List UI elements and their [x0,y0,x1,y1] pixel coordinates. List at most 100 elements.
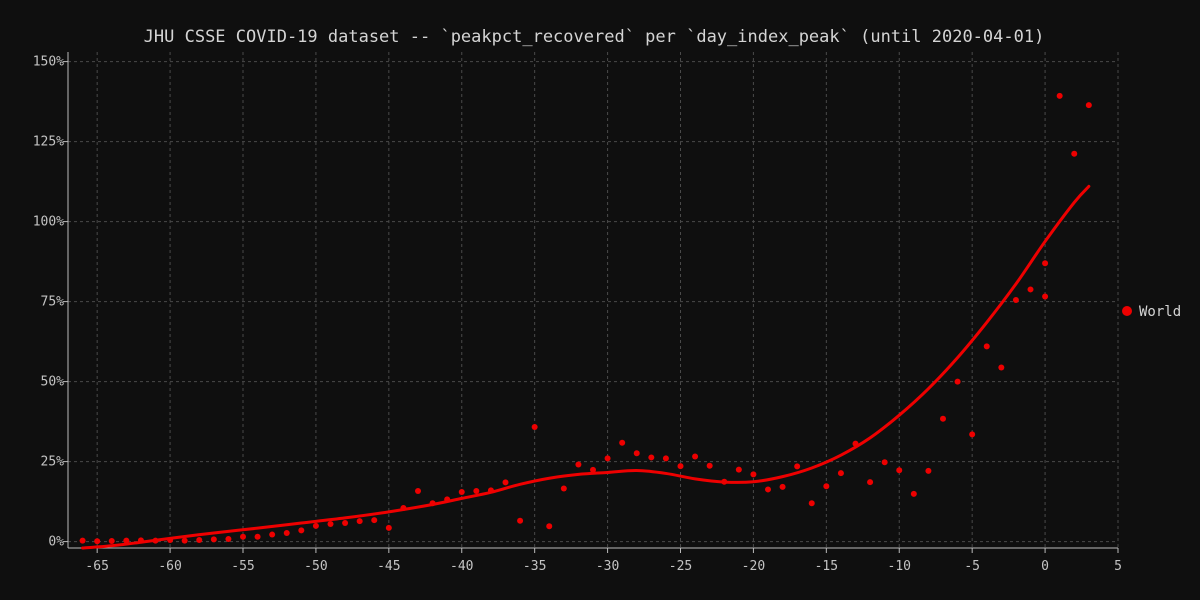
y-tick-label: 25% [41,455,65,470]
data-point [735,466,742,473]
data-point [137,537,144,544]
x-tick-label: -5 [964,559,980,574]
data-point [1042,260,1049,267]
data-point [604,455,611,462]
data-point [385,524,392,531]
trend-line [81,184,1091,550]
data-point [750,471,757,478]
data-point [196,537,203,543]
data-point [444,496,451,503]
scatter-points [79,92,1092,545]
data-point [560,485,567,492]
data-point [1042,293,1049,300]
data-point [808,500,815,507]
x-tick-label: -40 [450,559,473,574]
data-point [254,533,261,540]
x-tick-label: -65 [85,559,108,574]
y-tick-label: 125% [33,135,64,150]
data-point [210,536,217,543]
data-point [371,517,378,524]
data-point [298,527,305,534]
legend-label: World [1139,304,1181,320]
data-point [779,483,786,490]
data-point [1012,297,1019,303]
data-point [225,536,232,543]
y-tick-label: 150% [33,55,64,70]
data-point [575,461,582,468]
x-tick-label: 0 [1041,559,1049,574]
grid [68,52,1119,548]
data-point [502,479,509,486]
x-tick-label: -45 [377,559,400,574]
data-point [531,424,538,431]
x-tick-label: -25 [669,559,692,574]
data-point [633,450,640,457]
trend-line-layer [81,184,1091,550]
data-point [79,537,86,544]
data-point [1027,286,1034,293]
data-point [458,489,465,495]
data-point [473,488,480,495]
data-point [721,478,728,485]
data-point [852,440,859,447]
data-point [823,483,830,490]
x-tick-label: 5 [1114,559,1122,574]
data-point [765,486,771,493]
data-point [123,537,130,544]
data-point [910,490,917,497]
data-point [546,523,553,530]
data-point [429,500,436,507]
data-point [1071,150,1078,157]
x-tick-label: -10 [888,559,911,574]
data-point [356,518,363,525]
legend: World [1122,304,1181,320]
data-point [415,488,421,495]
data-point [837,470,844,477]
chart-title: JHU CSSE COVID-19 dataset -- `peakpct_re… [144,27,1045,47]
data-point [692,453,699,460]
data-point [240,533,246,540]
data-point [925,467,932,474]
data-point [998,364,1005,371]
data-point [706,462,713,469]
data-point [1056,92,1063,99]
y-tick-label: 75% [41,295,65,310]
x-tick-label: -30 [596,559,619,574]
data-point [677,463,684,470]
data-point [400,505,407,511]
data-point [108,537,115,544]
data-point [181,537,188,544]
y-tick-label: 100% [33,215,64,230]
y-tick-label: 0% [48,535,64,550]
x-tick-label: -55 [231,559,254,574]
data-point [648,454,655,461]
legend-marker [1122,306,1132,316]
x-tick-label: -20 [742,559,765,574]
data-point [283,529,290,536]
data-point [662,455,669,462]
data-point [1085,102,1092,109]
data-point [881,459,888,466]
data-point [794,463,801,470]
data-point [983,343,990,350]
y-tick-label: 50% [41,375,65,390]
data-point [312,522,319,529]
x-tick-label: -15 [815,559,838,574]
data-point [94,538,101,545]
data-point [517,517,524,524]
data-point [940,415,946,422]
x-tick-label: -60 [158,559,181,574]
data-point [590,466,596,473]
data-point [487,487,494,494]
data-point [327,521,334,527]
data-point [152,537,159,544]
data-point [969,431,976,438]
x-tick-label: -50 [304,559,327,574]
x-tick-label: -35 [523,559,546,574]
data-point [896,467,903,474]
data-point [619,439,626,446]
axes: -65 -60 -55 -50 -45 -40 -35 -30 -25 -20 -15 -10 -5 0 5… [33,52,1122,574]
data-point [269,531,276,538]
data-point [342,520,349,527]
